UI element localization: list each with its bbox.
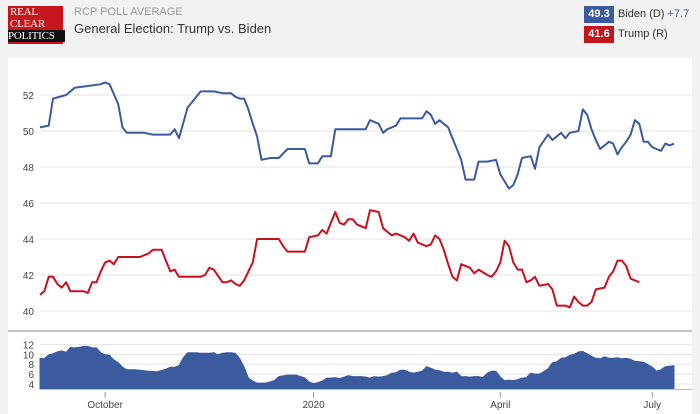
spread-area[interactable]	[39, 345, 675, 390]
legend-value-trump: 41.6	[584, 25, 614, 43]
y-tick-spread: 4	[28, 380, 34, 391]
y-tick-main: 40	[23, 307, 35, 318]
biden-line[interactable]	[39, 81, 675, 190]
chart-header: REAL CLEAR POLITICS RCP POLL AVERAGE Gen…	[0, 0, 700, 50]
y-tick-spread: 12	[23, 340, 35, 351]
y-tick-main: 48	[23, 163, 35, 174]
x-tick-label: October	[87, 400, 123, 411]
x-tick-label: April	[490, 400, 510, 411]
legend-spread: +7.7	[667, 8, 690, 20]
x-axis-ticks: October 2020 April July	[87, 392, 661, 411]
trump-line[interactable]	[39, 209, 640, 309]
main-grid	[8, 94, 692, 332]
legend-name-biden: Biden (D)	[618, 8, 665, 20]
rcp-logo[interactable]: REAL CLEAR POLITICS	[8, 6, 65, 44]
chart-title: General Election: Trump vs. Biden	[74, 21, 272, 36]
legend-item-trump[interactable]: 41.6 Trump (R)	[584, 25, 689, 43]
x-tick-label: July	[643, 400, 661, 411]
y-tick-spread: 10	[23, 350, 35, 361]
x-tick-label: 2020	[302, 400, 325, 411]
y-tick-main: 44	[23, 235, 35, 246]
y-tick-main: 50	[23, 127, 35, 138]
plot-area	[39, 81, 692, 390]
legend-item-biden[interactable]: 49.3 Biden (D) +7.7	[584, 5, 689, 23]
logo-line-3: POLITICS	[8, 30, 65, 42]
y-tick-main: 42	[23, 271, 35, 282]
y-tick-main: 46	[23, 199, 35, 210]
legend: 49.3 Biden (D) +7.7 41.6 Trump (R)	[584, 5, 689, 45]
legend-value-biden: 49.3	[584, 5, 614, 23]
y-tick-spread: 8	[28, 360, 34, 371]
y-tick-main: 52	[23, 91, 35, 102]
logo-line-1: REAL	[10, 6, 38, 18]
chart-subtitle: RCP POLL AVERAGE	[74, 6, 183, 18]
logo-line-2: CLEAR	[10, 18, 46, 30]
y-tick-spread: 6	[28, 370, 34, 381]
legend-name-trump: Trump (R)	[618, 28, 668, 40]
